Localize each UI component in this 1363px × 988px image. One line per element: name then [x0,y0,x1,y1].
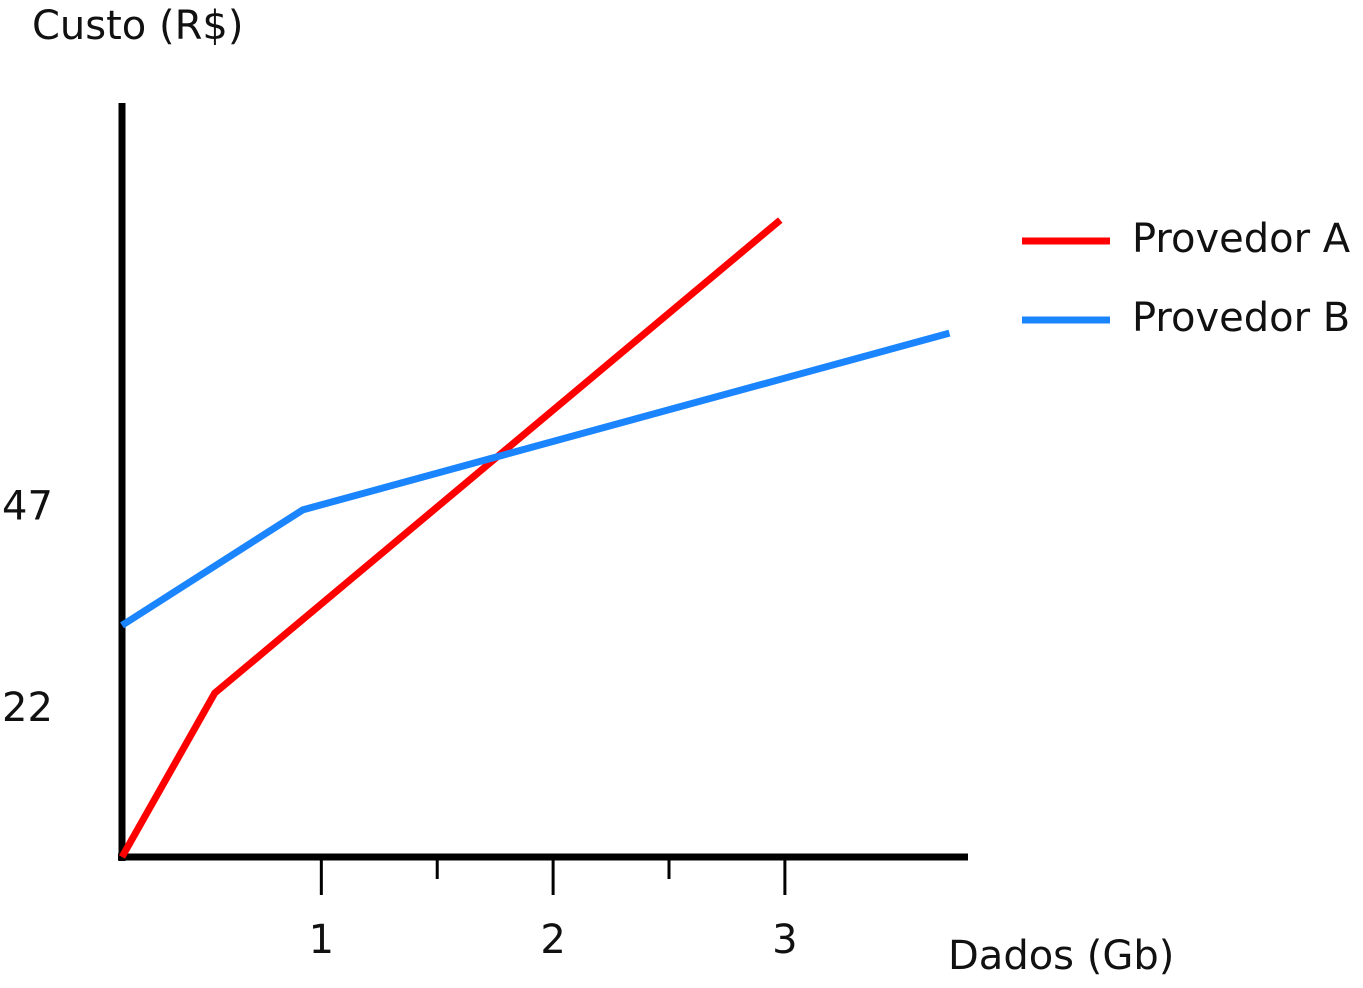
x-tick-label: 2 [540,917,565,963]
x-axis-label: Dados (Gb) [948,933,1174,979]
y-tick-label: 22 [2,685,53,731]
y-axis-label: Custo (R$) [32,3,243,49]
line-series [120,329,951,629]
legend-label: Provedor B [1132,295,1350,341]
x-tick-label: 3 [772,917,797,963]
y-tick-label: 47 [2,483,53,529]
legend-label: Provedor A [1132,216,1351,262]
x-tick-label: 1 [309,917,334,963]
line-series [118,217,783,859]
